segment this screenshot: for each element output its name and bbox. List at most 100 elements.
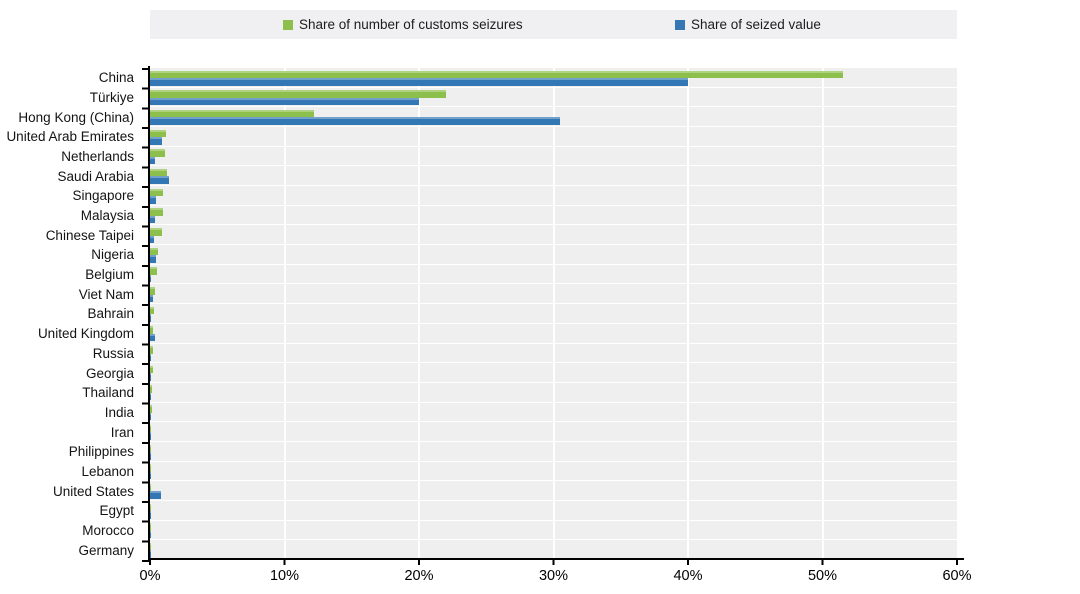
legend-swatch-seized-value — [675, 19, 685, 30]
chart-row — [150, 462, 957, 482]
gridline — [283, 68, 286, 560]
chart-row — [150, 127, 957, 147]
y-axis-label: Georgia — [85, 365, 134, 381]
bar-seized-value — [150, 373, 151, 381]
chart-row — [150, 521, 957, 541]
bar-customs-seizures — [150, 70, 843, 79]
chart-row — [150, 245, 957, 265]
bar-seized-value — [150, 333, 156, 342]
y-axis-label: Chinese Taipei — [45, 227, 134, 243]
chart-row — [150, 186, 957, 206]
chart-row — [150, 225, 957, 246]
chart-row — [150, 501, 957, 521]
y-axis-label: Morocco — [82, 522, 134, 538]
x-axis-label: 40% — [673, 568, 703, 584]
y-axis-label: Bahrain — [87, 306, 134, 322]
x-axis-label: 10% — [269, 568, 300, 584]
gridline — [552, 68, 555, 560]
y-axis-label: Saudi Arabia — [57, 168, 134, 184]
y-axis-label: Lebanon — [81, 463, 134, 479]
bar-customs-seizures — [150, 267, 157, 275]
legend-label-seized-value: Share of seized value — [691, 17, 821, 32]
bar-seized-value — [150, 274, 152, 283]
x-axis-label: 0% — [139, 568, 161, 584]
bar-seized-value — [150, 392, 152, 401]
bar-seized-value — [150, 97, 419, 106]
y-axis-label: Philippines — [68, 444, 134, 460]
bar-seized-value — [150, 215, 155, 224]
bar-seized-value — [150, 353, 151, 362]
legend-swatch-customs-seizures — [283, 19, 293, 30]
bar-customs-seizures — [150, 168, 167, 177]
chart-row — [150, 147, 957, 167]
y-axis-labels: China Türkiye Hong Kong (China) United Arab… — [0, 68, 141, 560]
bar-seized-value — [150, 530, 151, 539]
chart-row — [150, 403, 957, 423]
bar-seized-value — [150, 235, 155, 244]
y-axis-line — [148, 66, 150, 562]
x-axis-label: 30% — [538, 568, 569, 584]
chart-row — [150, 68, 957, 88]
bar-customs-seizures — [150, 287, 156, 295]
plot-area — [150, 68, 957, 560]
bar-seized-value — [150, 314, 152, 322]
bar-customs-seizures — [150, 523, 151, 531]
bar-customs-seizures — [150, 90, 446, 98]
bar-customs-seizures — [150, 346, 154, 354]
chart-row — [150, 344, 957, 364]
y-axis-label: Germany — [78, 542, 134, 558]
bar-seized-value — [150, 196, 157, 204]
y-axis-label: Singapore — [72, 188, 134, 204]
bar-seized-value — [150, 432, 151, 440]
chart-row — [150, 284, 957, 305]
bar-seized-value — [150, 176, 169, 184]
x-axis-line — [148, 558, 964, 560]
bar-customs-seizures — [150, 424, 152, 433]
bar-customs-seizures — [150, 149, 165, 157]
bar-customs-seizures — [150, 306, 155, 315]
y-axis-label: Nigeria — [91, 247, 134, 263]
y-axis-label: China — [98, 70, 134, 86]
x-axis-label: 50% — [807, 568, 838, 584]
bar-seized-value — [150, 156, 155, 165]
chart-row — [150, 422, 957, 442]
bar-customs-seizures — [150, 503, 151, 512]
y-axis-label: United Arab Emirates — [6, 129, 134, 145]
bar-customs-seizures — [150, 542, 151, 551]
bar-customs-seizures — [150, 326, 154, 334]
chart-row — [150, 88, 957, 108]
bar-seized-value — [150, 117, 561, 125]
bar-customs-seizures — [150, 483, 152, 492]
legend-item-seized-value: Share of seized value — [675, 10, 821, 39]
y-axis-label: Viet Nam — [78, 286, 134, 302]
y-axis-label: United Kingdom — [37, 326, 134, 342]
chart-row — [150, 265, 957, 285]
chart-row — [150, 166, 957, 187]
y-axis-label: Egypt — [99, 503, 134, 519]
chart-row — [150, 363, 957, 383]
y-axis-ticks — [142, 67, 148, 563]
chart-row — [150, 206, 957, 226]
y-axis-label: India — [104, 404, 134, 420]
bar-seized-value — [150, 511, 151, 519]
x-axis-ticks — [149, 560, 960, 565]
bar-customs-seizures — [150, 247, 159, 256]
bar-customs-seizures — [150, 444, 152, 452]
chart-row — [150, 324, 957, 344]
y-axis-label: Hong Kong (China) — [18, 109, 134, 125]
y-axis-label: Türkiye — [89, 90, 134, 105]
y-axis-label: United States — [52, 483, 134, 499]
bar-seized-value — [150, 550, 151, 558]
y-axis-label: Thailand — [82, 385, 134, 401]
bar-seized-value — [150, 452, 151, 460]
gridline — [687, 68, 689, 560]
chart-row — [150, 304, 957, 324]
bar-seized-value — [150, 294, 154, 303]
bar-customs-seizures — [150, 188, 164, 197]
bar-seized-value — [150, 137, 163, 145]
bar-seized-value — [150, 78, 688, 86]
y-axis-label: Belgium — [85, 267, 134, 283]
y-axis-label: Iran — [110, 424, 134, 440]
bar-customs-seizures — [150, 405, 152, 413]
x-axis-label: 20% — [404, 568, 434, 584]
